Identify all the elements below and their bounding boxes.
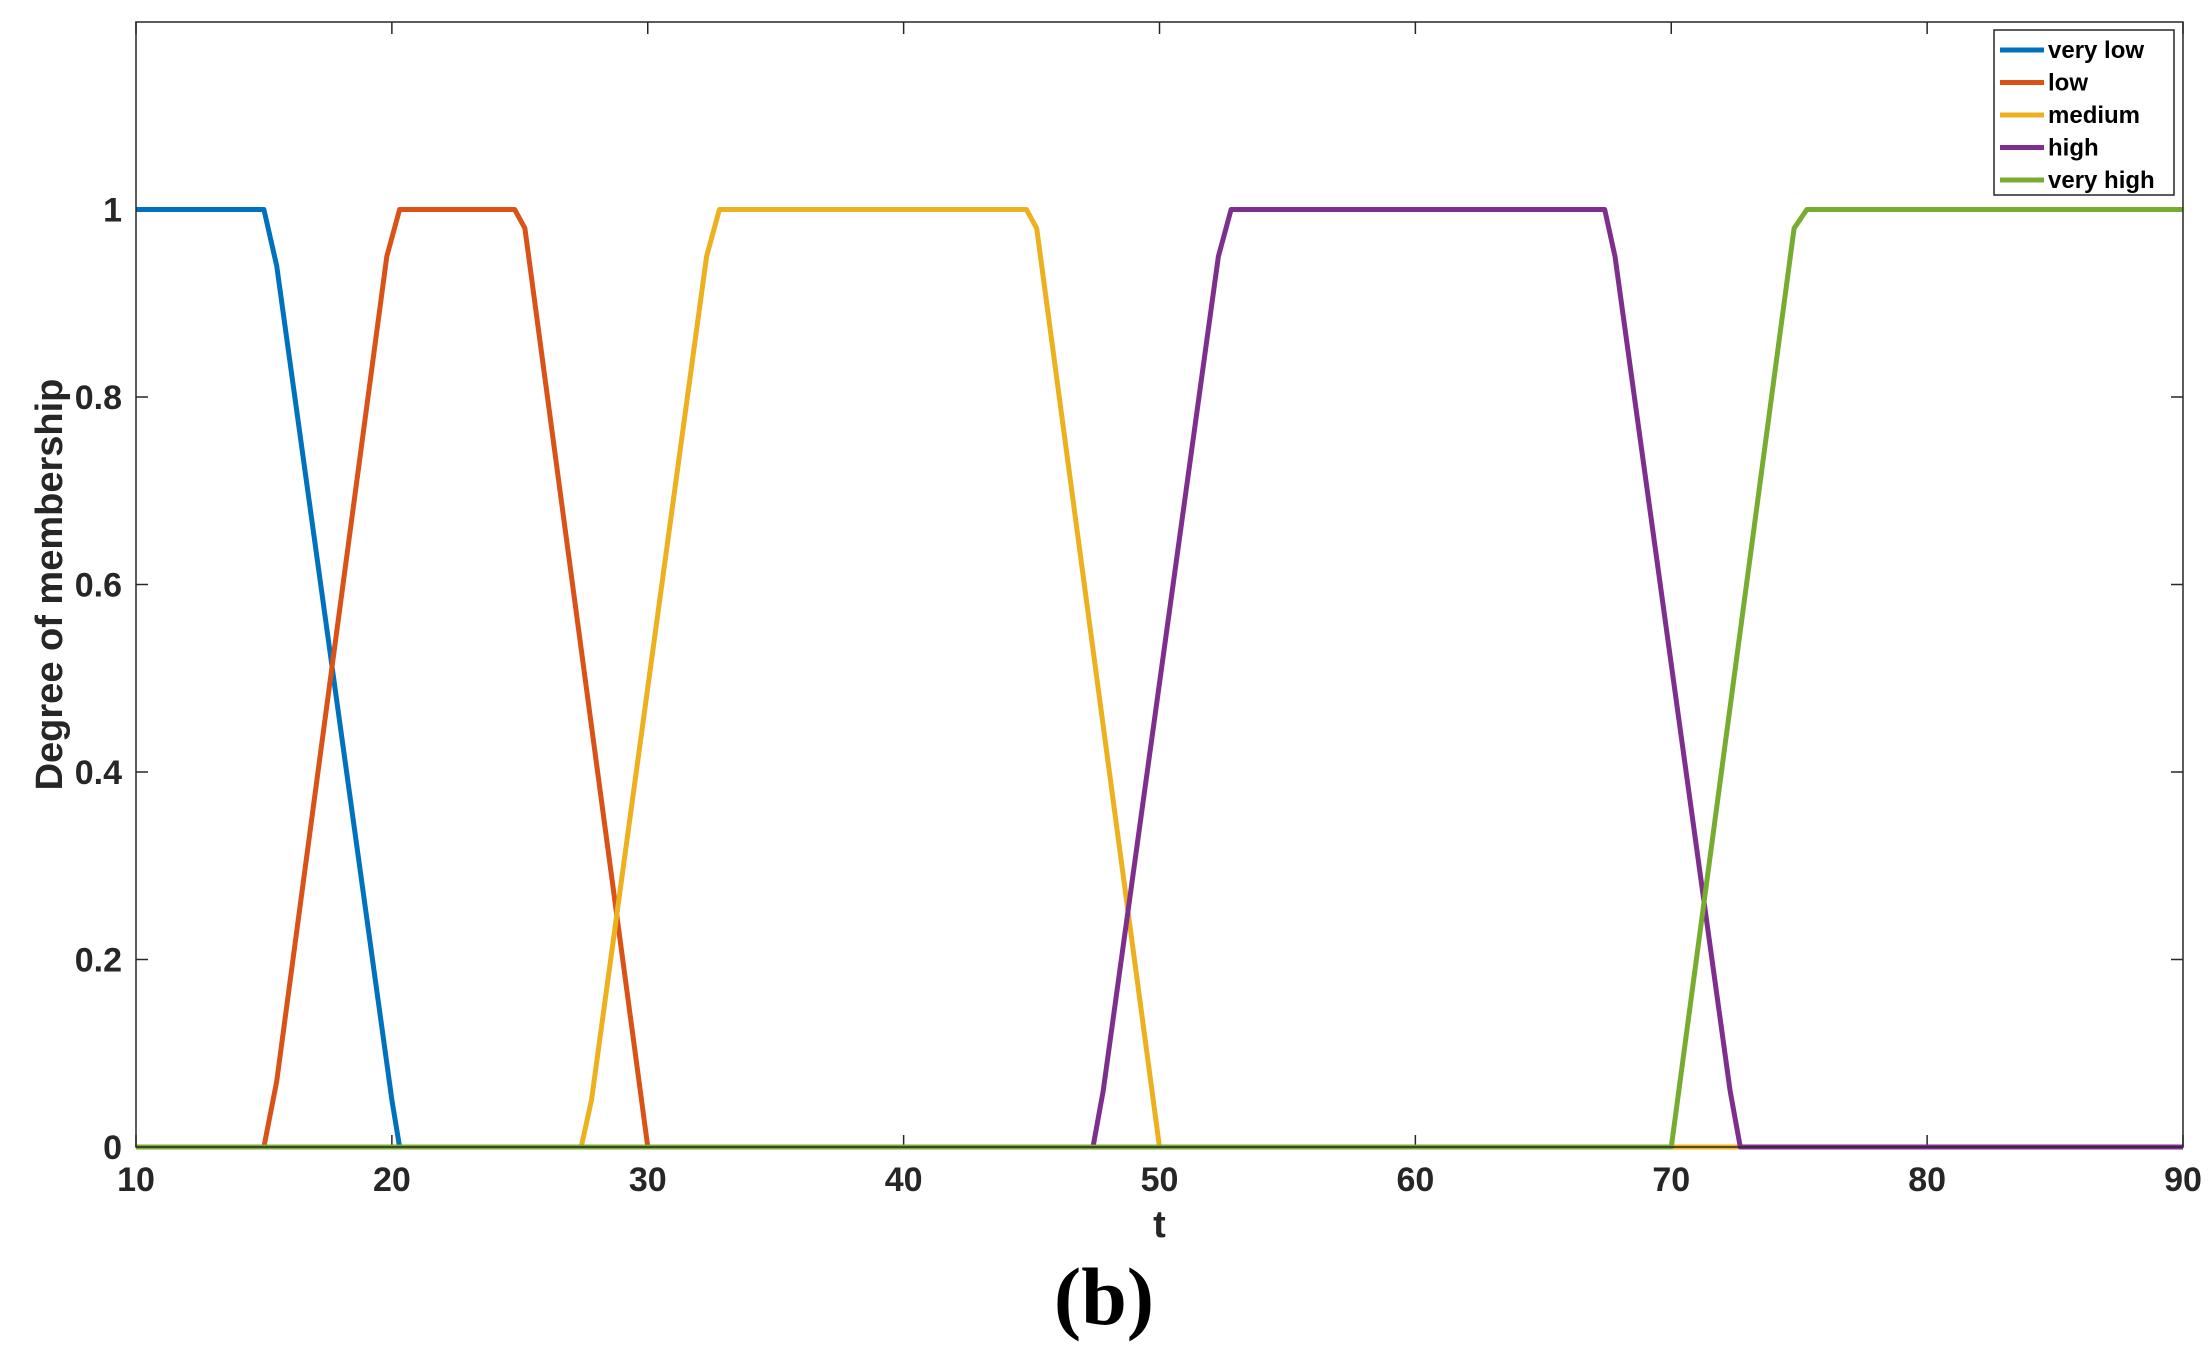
x-axis-label: t	[1153, 1204, 1166, 1246]
x-tick-label: 70	[1652, 1161, 1690, 1199]
x-tick-label: 80	[1908, 1161, 1946, 1199]
y-tick-label: 1	[103, 192, 122, 230]
x-tick-label: 20	[373, 1161, 411, 1199]
plot-area	[136, 22, 2183, 1147]
x-tick-label: 40	[885, 1161, 923, 1199]
legend: very low low medium high very high	[1993, 29, 2175, 196]
panel-label: (b)	[1053, 1251, 1155, 1342]
x-tick-label: 30	[629, 1161, 667, 1199]
y-axis-label: Degree of membership	[29, 379, 71, 791]
y-tick-label: 0.6	[75, 567, 122, 605]
ticks-layer: 10 20 30 40 50 60 70 80 90 0 0.2 0.4 0.6 0.8 1	[75, 22, 2202, 1199]
x-tick-label: 90	[2164, 1161, 2202, 1199]
y-tick-label: 0.4	[75, 754, 122, 792]
series-line-high	[136, 207, 2183, 1150]
legend-entry-label: medium	[2048, 102, 2140, 129]
y-tick-label: 0.8	[75, 379, 122, 417]
series-line-medium	[136, 207, 2183, 1150]
x-tick-label: 10	[117, 1161, 155, 1199]
x-tick-label: 50	[1141, 1161, 1179, 1199]
legend-entry-label: very high	[2048, 167, 2155, 194]
x-tick-label: 60	[1396, 1161, 1434, 1199]
legend-entry-label: high	[2048, 135, 2099, 162]
plot-frame	[135, 21, 2184, 1148]
y-tick-label: 0.2	[75, 942, 122, 980]
legend-entry-label: low	[2048, 70, 2088, 97]
series-line-low	[136, 207, 2183, 1150]
legend-entry-label: very low	[2048, 37, 2144, 64]
y-tick-label: 0	[103, 1129, 122, 1167]
